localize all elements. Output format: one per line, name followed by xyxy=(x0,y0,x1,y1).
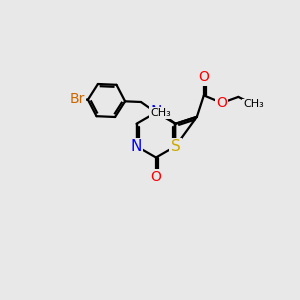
Text: O: O xyxy=(151,170,161,184)
Text: Br: Br xyxy=(70,92,85,106)
Text: CH₃: CH₃ xyxy=(151,108,171,118)
Text: O: O xyxy=(216,96,227,110)
Text: N: N xyxy=(131,139,142,154)
Text: N: N xyxy=(150,105,162,120)
Text: S: S xyxy=(171,139,180,154)
Text: O: O xyxy=(198,70,209,84)
Text: CH₃: CH₃ xyxy=(243,99,264,110)
